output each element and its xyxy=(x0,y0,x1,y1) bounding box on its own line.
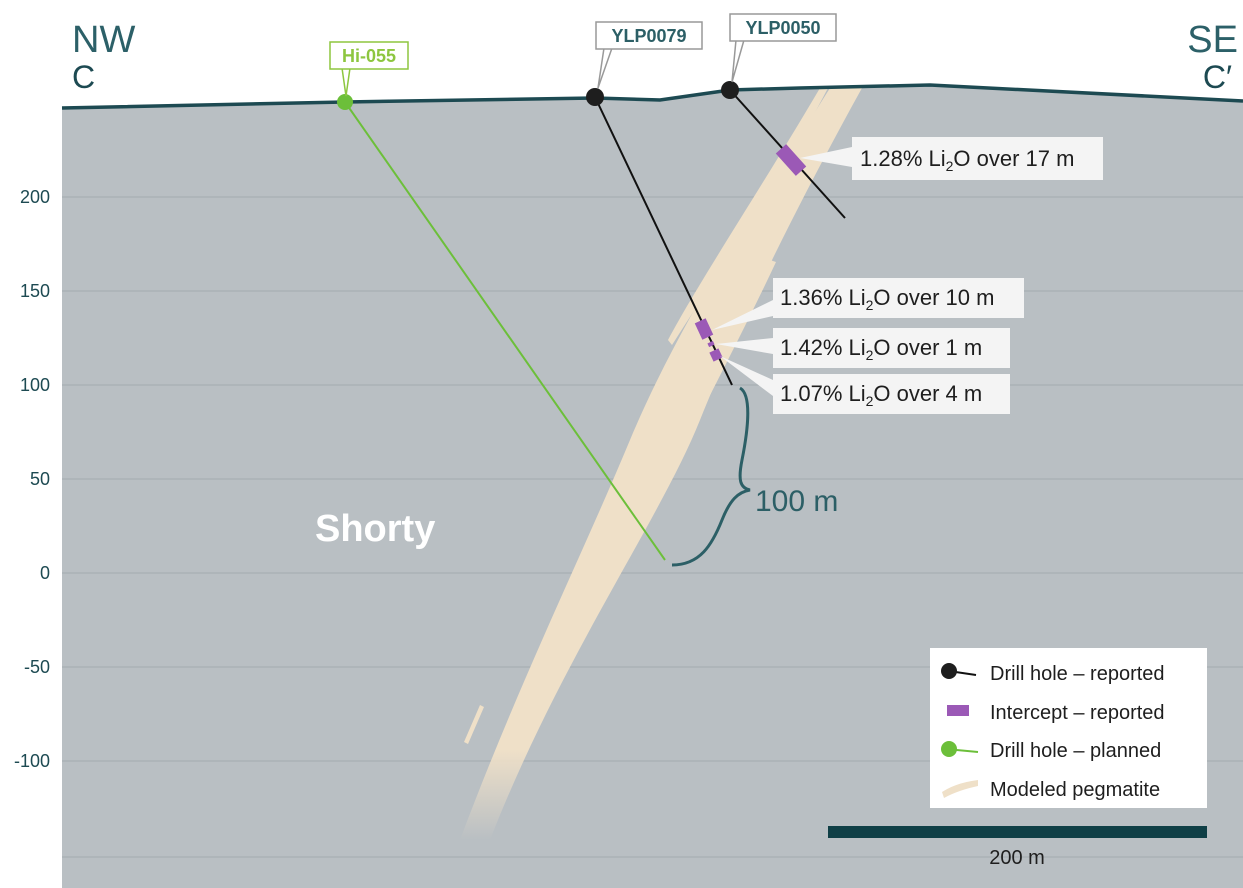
callout: 1.07% Li2O over 4 m xyxy=(720,356,1010,414)
y-tick-label: -100 xyxy=(14,751,50,771)
intercept-label: 1.07% Li2O over 4 m xyxy=(780,381,982,409)
legend: Drill hole – reported Intercept – report… xyxy=(930,648,1207,808)
hole-label: YLP0050 xyxy=(729,13,837,83)
direction: NW xyxy=(72,19,135,61)
callout: 1.36% Li2O over 10 m xyxy=(712,278,1024,330)
y-tick-label: 150 xyxy=(20,281,50,301)
hole-name: YLP0079 xyxy=(611,26,686,46)
hole-label: YLP0079 xyxy=(595,21,703,89)
section-label: C′ xyxy=(1203,59,1232,95)
drill-hole xyxy=(594,96,733,386)
intercept-label: 1.42% Li2O over 1 m xyxy=(780,335,982,363)
legend-label: Intercept – reported xyxy=(990,702,1165,724)
hole-label: Hi-055 xyxy=(329,41,409,97)
bracket xyxy=(671,386,751,567)
collar xyxy=(337,94,353,110)
scale-bar xyxy=(828,826,1207,838)
scale-label: 200 m xyxy=(989,847,1045,869)
drill-hole-planned xyxy=(344,101,666,561)
intercept xyxy=(775,144,807,176)
bracket-label: 100 m xyxy=(755,485,838,518)
y-tick-label: 200 xyxy=(20,187,50,207)
section-label: C xyxy=(72,59,95,95)
surface xyxy=(61,83,1243,110)
hole-name: Hi-055 xyxy=(342,46,396,66)
intercept xyxy=(707,340,715,348)
legend-label: Drill hole – reported xyxy=(990,663,1165,685)
deposit-name: Shorty xyxy=(315,508,435,550)
direction: SE xyxy=(1187,19,1238,61)
intercept-label: 1.36% Li2O over 10 m xyxy=(780,285,994,313)
intercept xyxy=(694,318,714,340)
y-tick-label: 50 xyxy=(30,469,50,489)
legend-label: Modeled pegmatite xyxy=(990,779,1160,801)
hole-name: YLP0050 xyxy=(745,18,820,38)
y-tick-label: -50 xyxy=(24,657,50,677)
legend-label: Drill hole – planned xyxy=(990,740,1161,762)
callout: 1.28% Li2O over 17 m xyxy=(800,137,1103,180)
intercept-label: 1.28% Li2O over 17 m xyxy=(860,146,1074,174)
intercept xyxy=(709,348,723,362)
collar xyxy=(721,81,739,99)
y-tick-label: 100 xyxy=(20,375,50,395)
callout: 1.42% Li2O over 1 m xyxy=(716,328,1010,368)
collar xyxy=(586,88,604,106)
y-tick-label: 0 xyxy=(40,563,50,583)
